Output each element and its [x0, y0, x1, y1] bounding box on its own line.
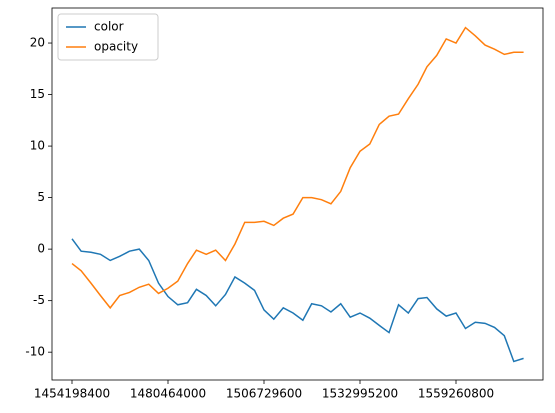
y-tick-label: 15 [30, 87, 45, 101]
y-tick-label: 10 [30, 139, 45, 153]
y-tick-label: -5 [33, 293, 45, 307]
plot-frame [51, 7, 544, 381]
line-series [71, 238, 524, 363]
legend-label: opacity [94, 40, 138, 54]
legend-label: color [94, 20, 124, 34]
x-tick-label: 1506729600 [226, 387, 302, 401]
x-tick-label: 1480464000 [130, 387, 206, 401]
x-tick-label: 1559260800 [418, 387, 494, 401]
y-tick-label: 0 [37, 242, 45, 256]
line-series [71, 26, 524, 310]
x-tick-label: 1454198400 [34, 387, 110, 401]
legend-box [57, 13, 159, 61]
y-tick-label: -10 [25, 345, 45, 359]
y-tick-label: 5 [37, 190, 45, 204]
x-tick-label: 1532995200 [322, 387, 398, 401]
y-tick-label: 20 [30, 36, 45, 50]
